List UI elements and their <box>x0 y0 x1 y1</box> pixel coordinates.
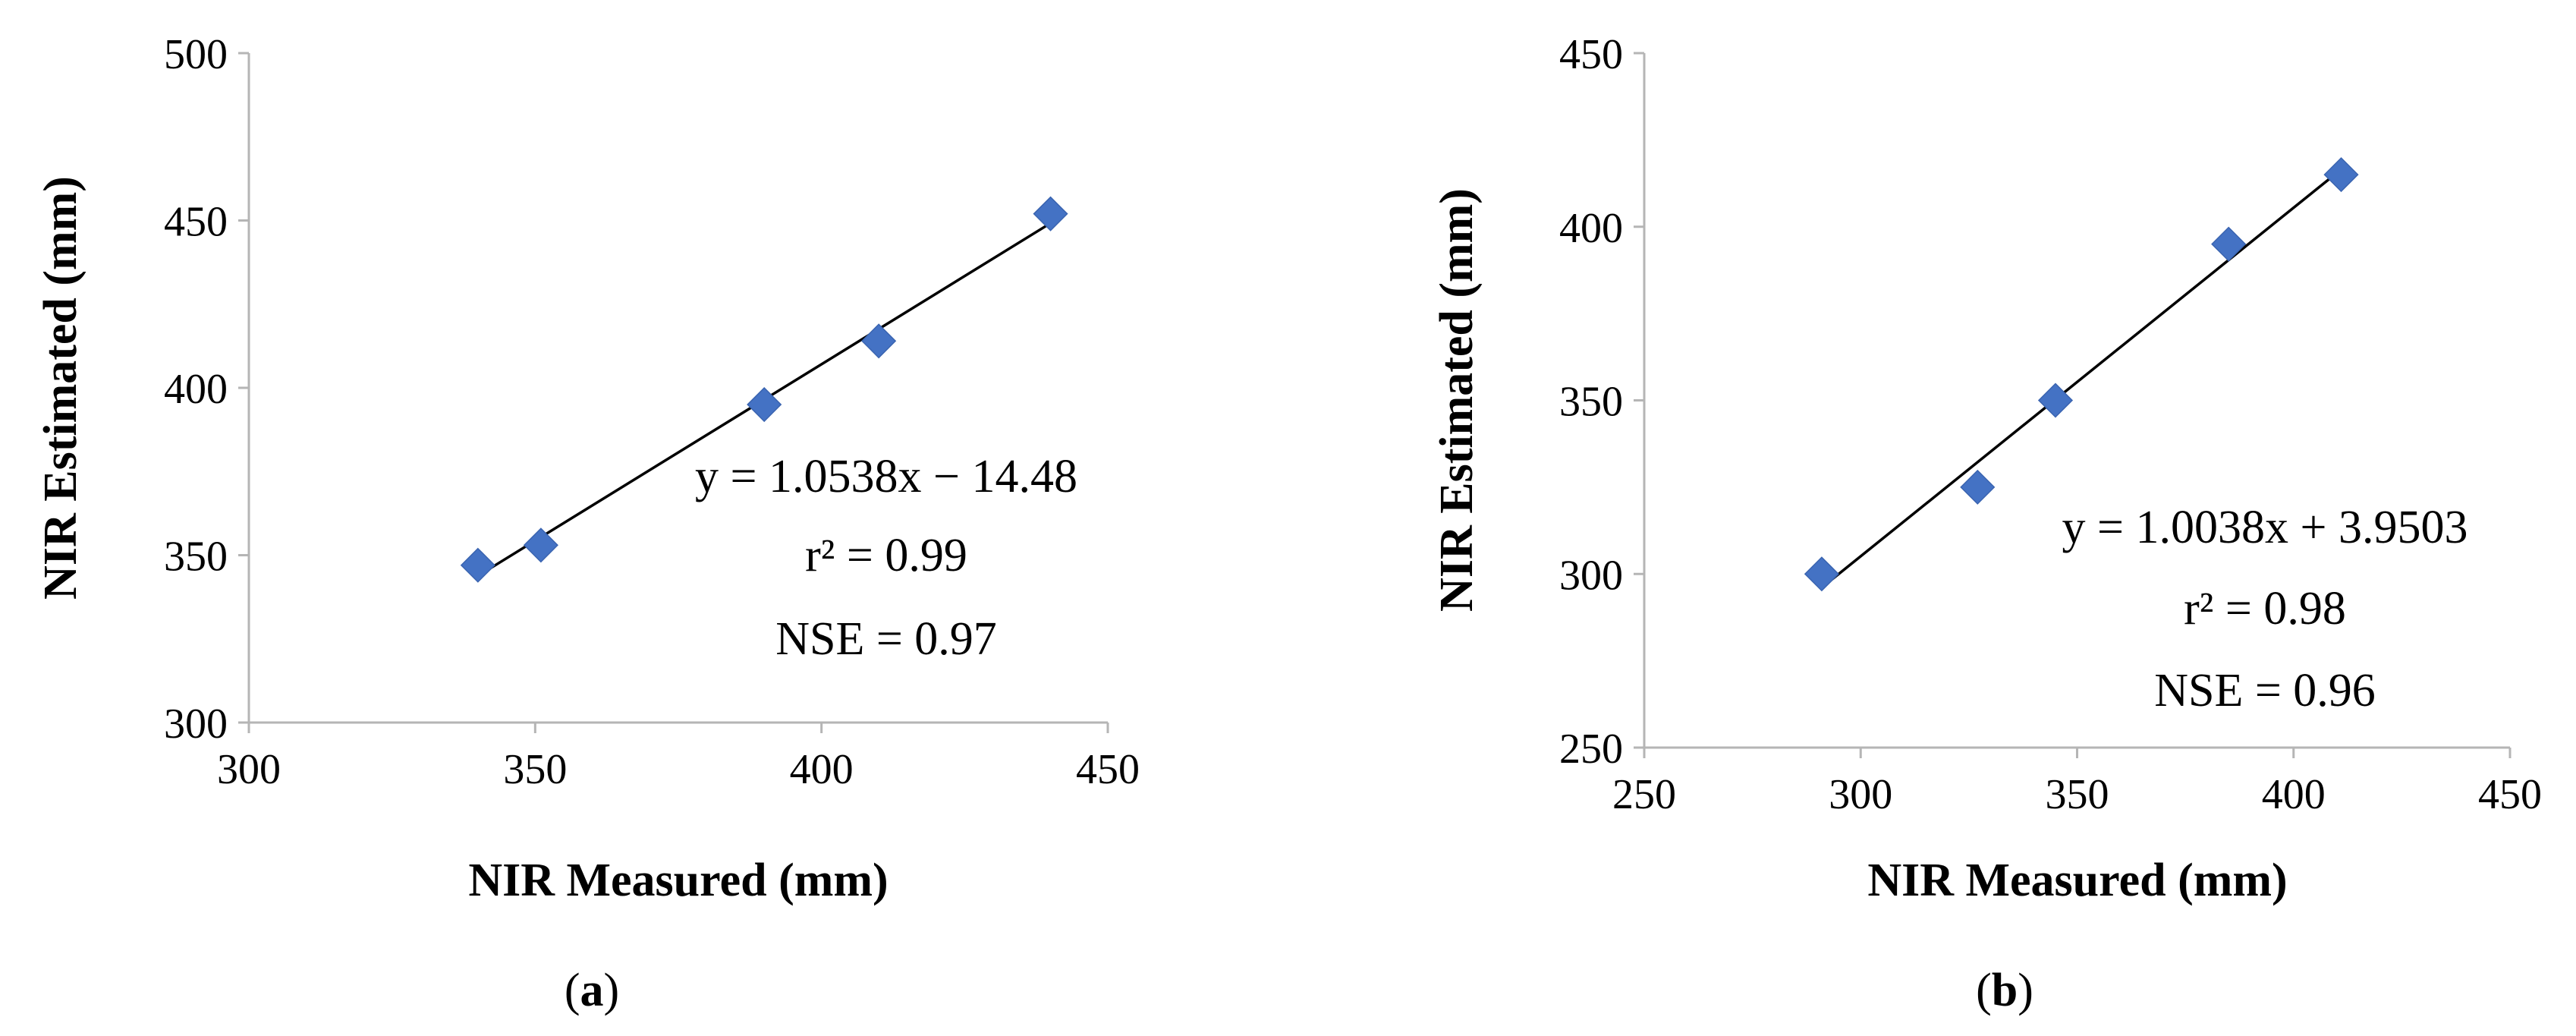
equation-label: y = 1.0538x − 14.48 <box>695 451 1077 502</box>
y-axis-title: NIR Estimated (mm) <box>1431 188 1483 612</box>
trendline <box>1820 168 2342 589</box>
r-squared-label: r² = 0.98 <box>2184 583 2346 635</box>
y-axis-title: NIR Estimated (mm) <box>35 176 86 600</box>
data-point <box>1804 556 1839 592</box>
panel-caption-b: (b) <box>1976 965 2033 1016</box>
x-tick-labels: 300 350 400 450 <box>217 723 1140 793</box>
y-tick-label: 450 <box>1559 31 1623 78</box>
nse-label: NSE = 0.97 <box>775 613 997 665</box>
x-tick-label: 350 <box>2046 771 2109 818</box>
y-tick-label: 250 <box>1559 726 1623 773</box>
x-tick-label: 450 <box>1076 746 1140 793</box>
data-point <box>2323 157 2359 193</box>
data-point <box>1960 469 1996 505</box>
chart-panel-a: 300 350 400 450 300 350 400 450 500 y = 1.0538x… <box>35 31 1140 1016</box>
y-tick-label: 400 <box>1559 205 1623 252</box>
data-point <box>1033 196 1068 231</box>
panel-caption-a: (a) <box>565 965 619 1016</box>
data-point <box>2211 226 2247 262</box>
y-tick-labels: 250 300 350 400 450 <box>1559 31 1644 773</box>
x-tick-label: 300 <box>217 746 281 793</box>
y-tick-label: 350 <box>164 534 228 581</box>
x-tick-label: 400 <box>2262 771 2326 818</box>
x-tick-labels: 250 300 350 400 450 <box>1612 748 2542 818</box>
x-axis-title: NIR Measured (mm) <box>468 855 888 906</box>
x-tick-label: 400 <box>790 746 854 793</box>
y-tick-label: 450 <box>164 199 228 246</box>
y-tick-labels: 300 350 400 450 500 <box>164 31 249 748</box>
x-tick-label: 450 <box>2478 771 2542 818</box>
data-point <box>2037 383 2074 418</box>
data-point <box>861 323 897 359</box>
nse-label: NSE = 0.96 <box>2154 665 2376 716</box>
x-tick-label: 350 <box>503 746 567 793</box>
y-tick-label: 400 <box>164 366 228 413</box>
x-axis-title: NIR Measured (mm) <box>1867 855 2287 906</box>
y-tick-label: 300 <box>1559 552 1623 599</box>
plot-area <box>1804 157 2359 592</box>
x-tick-label: 300 <box>1829 771 1892 818</box>
y-tick-label: 500 <box>164 31 228 78</box>
caption-letter: b <box>1992 965 2018 1016</box>
data-point <box>747 386 782 423</box>
chart-panel-b: 250 300 350 400 450 250 300 350 400 450 y = 1.00… <box>1431 31 2542 1016</box>
y-tick-label: 300 <box>164 701 228 748</box>
x-tick-label: 250 <box>1612 771 1676 818</box>
data-point <box>523 527 558 563</box>
caption-letter: a <box>580 965 604 1016</box>
y-tick-label: 350 <box>1559 379 1623 426</box>
data-point <box>460 547 495 583</box>
plot-area <box>460 196 1068 583</box>
equation-label: y = 1.0038x + 3.9503 <box>2062 502 2468 553</box>
r-squared-label: r² = 0.99 <box>805 530 967 581</box>
